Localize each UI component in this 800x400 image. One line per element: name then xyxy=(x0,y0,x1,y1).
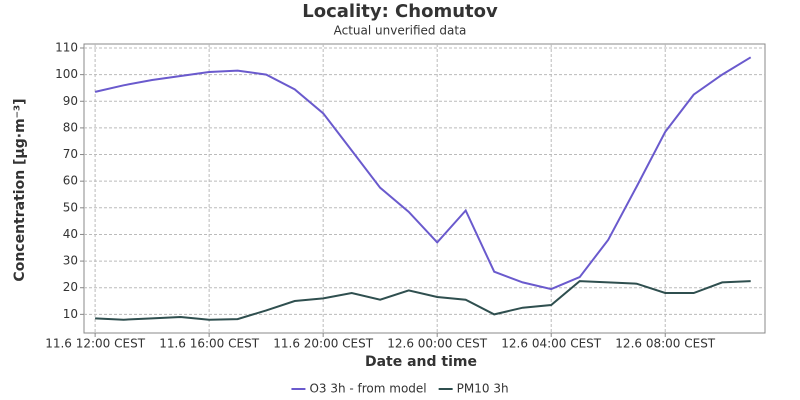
x-tick-label: 11.6 20:00 CEST xyxy=(273,337,374,351)
y-tick-label: 60 xyxy=(63,174,78,188)
chart-subtitle: Actual unverified data xyxy=(334,24,467,38)
x-axis-label: Date and time xyxy=(365,354,477,370)
y-tick-label: 110 xyxy=(55,40,78,54)
y-tick-label: 70 xyxy=(63,147,78,161)
y-axis-label: Concentration [µg·m⁻³] xyxy=(12,98,28,281)
plot-area xyxy=(83,43,766,334)
legend-label: PM10 3h xyxy=(457,382,509,396)
x-tick-label: 11.6 12:00 CEST xyxy=(45,337,146,351)
y-tick-label: 10 xyxy=(63,307,78,321)
y-tick-label: 20 xyxy=(63,280,78,294)
x-tick-label: 12.6 08:00 CEST xyxy=(615,337,716,351)
legend-label: O3 3h - from model xyxy=(309,382,426,396)
line-series xyxy=(95,280,751,321)
chart-title: Locality: Chomutov xyxy=(302,1,498,22)
y-tick-label: 40 xyxy=(63,227,78,241)
y-tick-label: 90 xyxy=(63,94,78,108)
y-tick-label: 30 xyxy=(63,254,78,268)
y-tick-label: 80 xyxy=(63,120,78,134)
x-tick-label: 12.6 04:00 CEST xyxy=(501,337,602,351)
x-tick-label: 12.6 00:00 CEST xyxy=(387,337,488,351)
line-series xyxy=(94,56,752,291)
x-tick-label: 11.6 16:00 CEST xyxy=(159,337,260,351)
y-tick-label: 50 xyxy=(63,200,78,214)
y-tick-label: 100 xyxy=(55,67,78,81)
